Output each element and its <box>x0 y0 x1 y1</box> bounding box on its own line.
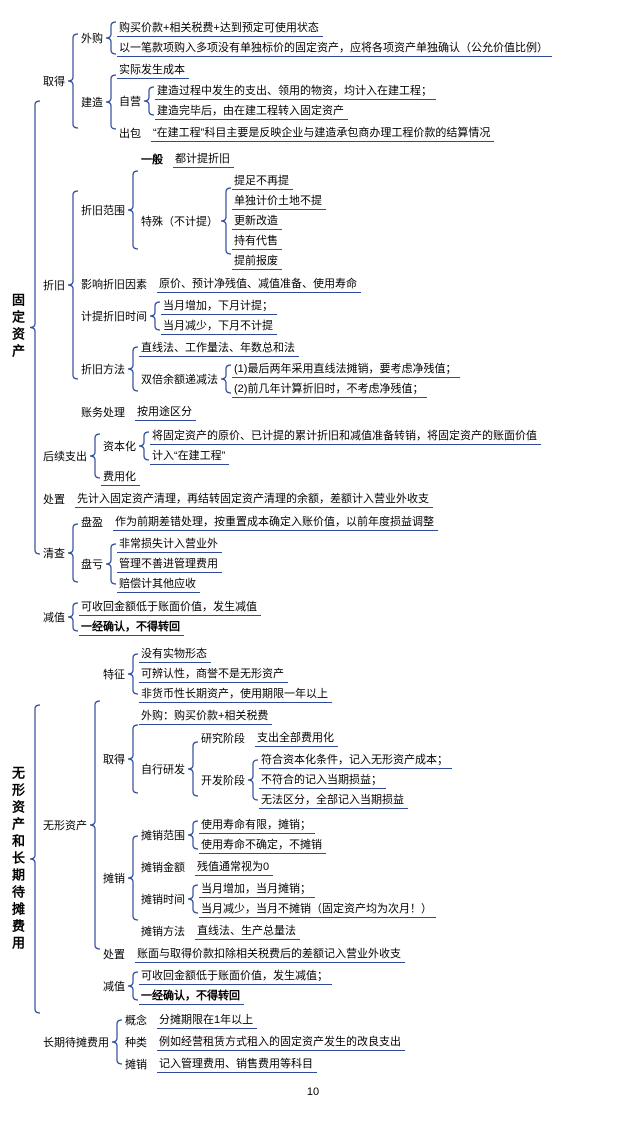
lbl-dep: 折旧 <box>41 277 67 293</box>
leaf: 没有实物形态 <box>139 645 211 663</box>
leaf: 更新改造 <box>232 212 282 230</box>
lbl-deptime: 计提折旧时间 <box>79 308 149 324</box>
lbl-aamt: 摊销金额 <box>139 859 187 875</box>
lbl-iimpair: 减值 <box>101 978 127 994</box>
leaf: 支出全部费用化 <box>255 729 338 747</box>
leaf: 直线法、工作量法、年数总和法 <box>139 339 299 357</box>
leaf: 将固定资产的原价、已计提的累计折旧和减值准备转销，将固定资产的账面价值 <box>150 427 541 445</box>
leaf: 当月增加，下月计提； <box>161 297 277 315</box>
leaf: 分摊期限在1年以上 <box>157 1011 257 1029</box>
lbl-dispose: 处置 <box>41 491 67 507</box>
lbl-d: 开发阶段 <box>199 772 247 788</box>
page-number: 10 <box>8 1086 618 1098</box>
tree-fixed-assets: 固定资产 取得 外购 购买价款+相关税费+达到预定可使用状态 以一笔款项购入多项… <box>8 16 618 638</box>
leaf: 当月增加，当月摊销； <box>199 880 315 898</box>
leaf: 都计提折旧 <box>173 150 234 168</box>
leaf: 建造过程中发生的支出、领用的物资，均计入在建工程； <box>155 82 436 100</box>
leaf: 使用寿命有限，摊销； <box>199 816 315 834</box>
lbl-atime: 摊销时间 <box>139 891 187 907</box>
brace <box>29 100 41 555</box>
lbl-ltat: 种类 <box>123 1034 149 1050</box>
lbl-feature: 特征 <box>101 666 127 682</box>
leaf: 一经确认，不得转回 <box>79 618 184 636</box>
lbl-loss: 盘亏 <box>79 556 105 572</box>
leaf: 非常损失计入营业外 <box>117 535 222 553</box>
leaf: 例如经营租赁方式租入的固定资产发生的改良支出 <box>157 1033 405 1051</box>
leaf: 作为前期差错处理，按重置成本确定入账价值，以前年度损益调整 <box>113 513 438 531</box>
lbl-follow: 后续支出 <box>41 448 89 464</box>
lbl-ltac: 概念 <box>123 1012 149 1028</box>
leaf: 管理不善进管理费用 <box>117 555 222 573</box>
lbl-ext: 外购 <box>79 30 105 46</box>
leaf: “在建工程”科目主要是反映企业与建造承包商办理工程价款的结算情况 <box>151 124 494 142</box>
leaf: (1)最后两年采用直线法摊销，要考虑净残值； <box>232 360 460 378</box>
leaf: 非货币性长期资产，使用期限一年以上 <box>139 685 332 703</box>
lbl-out: 出包 <box>117 125 143 141</box>
lbl-depfactor: 影响折旧因素 <box>79 276 149 292</box>
leaf: 以一笔款项购入多项没有单独标价的固定资产，应将各项资产单独确认（公允价值比例） <box>117 39 552 57</box>
leaf: 当月减少，当月不摊销（固定资产均为次月！） <box>199 900 436 918</box>
leaf: 符合资本化条件，记入无形资产成本； <box>259 751 452 769</box>
intangible-children: 无形资产 特征 没有实物形态 可辨认性，商誉不是无形资产 非货币性长期资产，使用… <box>41 642 452 1076</box>
leaf: 计入“在建工程” <box>150 447 229 465</box>
lbl-depmethod: 折旧方法 <box>79 361 127 377</box>
leaf: 购买价款+相关税费+达到预定可使用状态 <box>117 19 323 37</box>
lbl-selfdev: 自行研发 <box>139 761 187 777</box>
leaf: 直线法、生产总量法 <box>195 922 300 940</box>
leaf: 建造完毕后，由在建工程转入固定资产 <box>155 102 348 120</box>
lbl-lta: 长期待摊费用 <box>41 1034 111 1050</box>
leaf: 可收回金额低于账面价值，发生减值； <box>139 967 332 985</box>
lbl-iobtain: 取得 <box>101 751 127 767</box>
leaf: 提前报废 <box>232 252 282 270</box>
leaf: 账面与取得价款扣除相关税费后的差额记入营业外收支 <box>135 945 405 963</box>
leaf: 先计入固定资产清理，再结转固定资产清理的余额，差额计入营业外收支 <box>75 490 433 508</box>
leaf: 当月减少，下月不计提 <box>161 317 277 335</box>
root-fixed: 固定资产 <box>8 293 29 361</box>
leaf: 无法区分，全部记入当期损益 <box>259 791 408 809</box>
leaf: 持有代售 <box>232 232 282 250</box>
lbl-amort: 摊销 <box>101 870 127 886</box>
lbl-ascope: 摊销范围 <box>139 827 187 843</box>
lbl-check: 清查 <box>41 545 67 561</box>
lbl-double: 双倍余额递减法 <box>139 371 220 387</box>
leaf: 原价、预计净残值、减值准备、使用寿命 <box>157 275 361 293</box>
tree-intangible: 无形资产和长期待摊费用 无形资产 特征 没有实物形态 可辨认性，商誉不是无形资产… <box>8 642 618 1076</box>
leaf: 残值通常视为0 <box>195 858 273 876</box>
lbl-obtain: 取得 <box>41 73 67 89</box>
leaf: 费用化 <box>101 468 140 486</box>
lbl-cap: 资本化 <box>101 438 138 454</box>
lbl-gain: 盘盈 <box>79 514 105 530</box>
lbl-build: 建造 <box>79 94 105 110</box>
leaf: 可收回金额低于账面价值，发生减值 <box>79 598 261 616</box>
leaf: 使用寿命不确定，不摊销 <box>199 836 326 854</box>
lbl-ia: 无形资产 <box>41 817 89 833</box>
leaf: 实际发生成本 <box>117 61 189 79</box>
leaf: 单独计价土地不提 <box>232 192 326 210</box>
leaf: 外购：购买价款+相关税费 <box>139 707 272 725</box>
lbl-amethod: 摊销方法 <box>139 923 187 939</box>
lbl-impair: 减值 <box>41 609 67 625</box>
leaf: 赔偿计其他应收 <box>117 575 200 593</box>
leaf: 提足不再提 <box>232 172 293 190</box>
leaf: 可辨认性，商誉不是无形资产 <box>139 665 288 683</box>
lbl-gen: 一般 <box>139 151 165 167</box>
leaf: 一经确认，不得转回 <box>139 987 244 1005</box>
fixed-children: 取得 外购 购买价款+相关税费+达到预定可使用状态 以一笔款项购入多项没有单独标… <box>41 16 552 638</box>
leaf: 按用途区分 <box>135 403 196 421</box>
lbl-depscope: 折旧范围 <box>79 202 127 218</box>
lbl-depacct: 账务处理 <box>79 404 127 420</box>
lbl-sp: 特殊（不计提） <box>139 213 220 229</box>
lbl-r: 研究阶段 <box>199 730 247 746</box>
leaf: 记入管理费用、销售费用等科目 <box>157 1055 317 1073</box>
leaf: (2)前几年计算折旧时，不考虑净残值； <box>232 380 427 398</box>
lbl-idispose: 处置 <box>101 946 127 962</box>
lbl-ltaa: 摊销 <box>123 1056 149 1072</box>
lbl-self: 自营 <box>117 93 143 109</box>
leaf: 不符合的记入当期损益； <box>259 771 386 789</box>
root-intangible: 无形资产和长期待摊费用 <box>8 766 29 953</box>
